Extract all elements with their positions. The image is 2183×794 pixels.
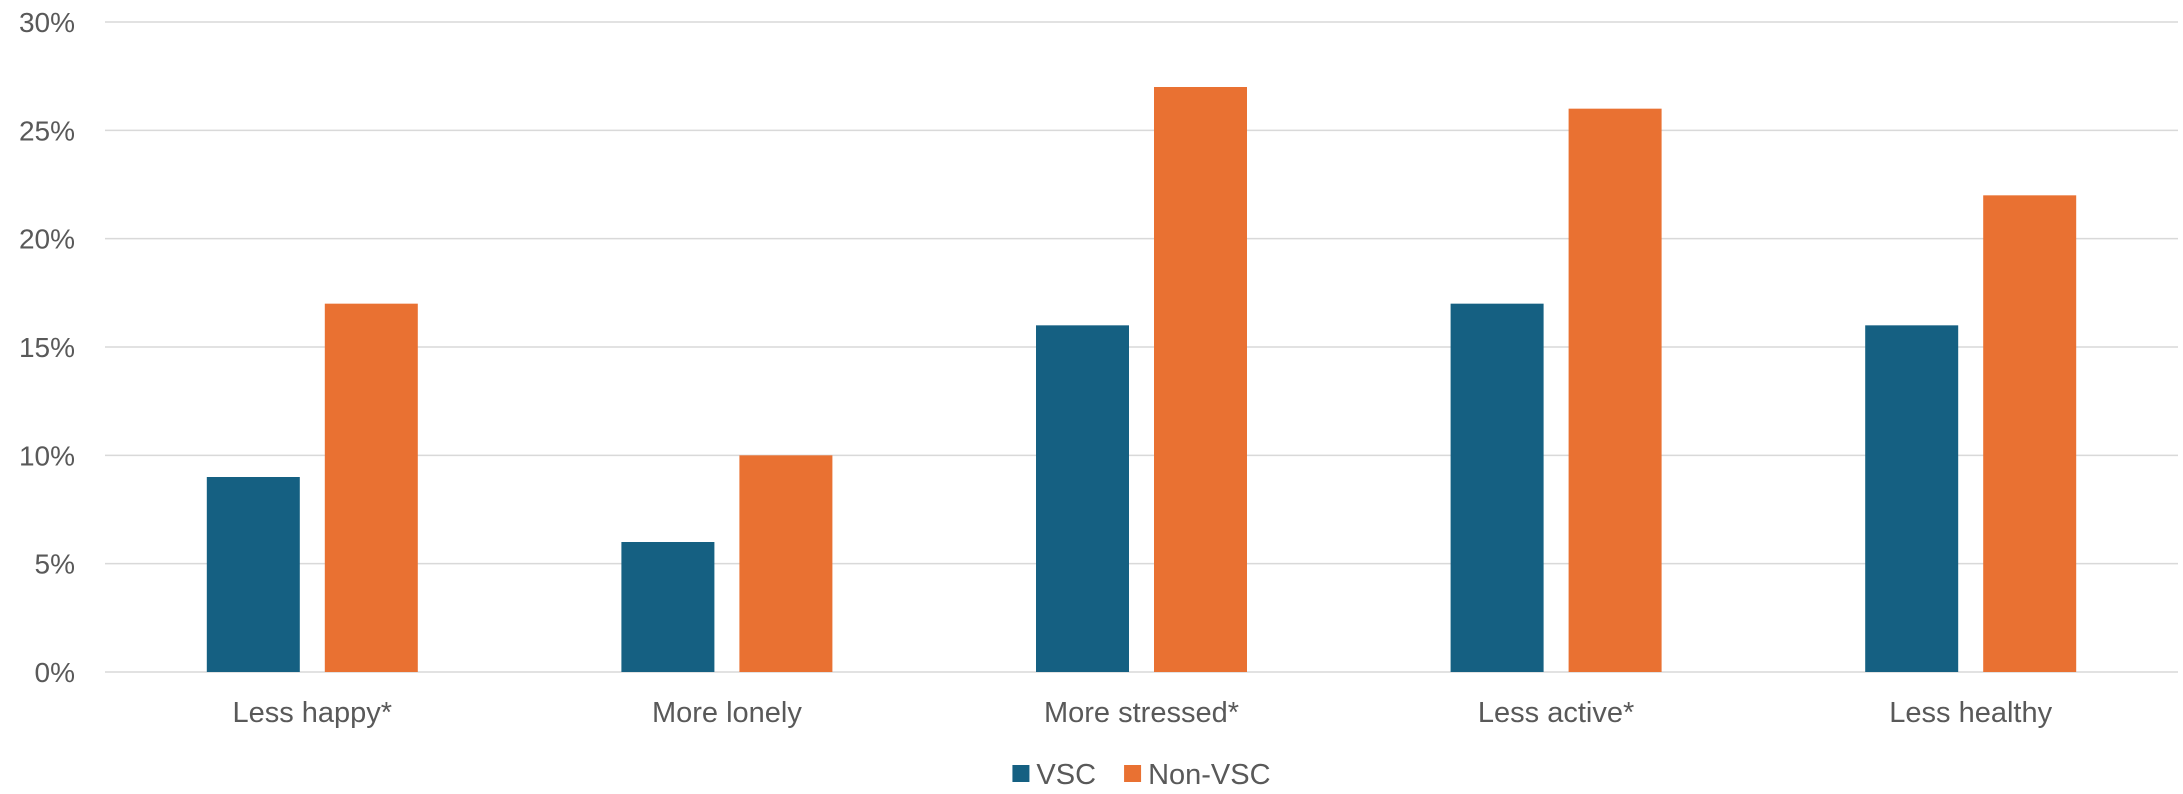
y-tick-label: 5% bbox=[35, 549, 75, 580]
bars bbox=[206, 87, 2077, 673]
x-category-label: Less healthy bbox=[1889, 697, 2052, 729]
legend-label: Non-VSC bbox=[1148, 759, 1271, 789]
bar-non-vsc-3 bbox=[1568, 108, 1662, 672]
bar-vsc-1 bbox=[621, 542, 715, 672]
legend-swatch-vsc bbox=[1012, 765, 1030, 782]
y-tick-label: 20% bbox=[19, 224, 75, 255]
x-category-label: Less active* bbox=[1478, 697, 1634, 729]
gridlines bbox=[105, 21, 2178, 673]
y-tick-label: 0% bbox=[35, 657, 75, 688]
y-tick-label: 25% bbox=[19, 115, 75, 146]
bar-vsc-3 bbox=[1450, 303, 1544, 672]
legend: VSC Non-VSC bbox=[1012, 759, 1271, 791]
bar-non-vsc-0 bbox=[324, 303, 418, 672]
bar-non-vsc-4 bbox=[1983, 195, 2077, 673]
x-category-label: More lonely bbox=[652, 697, 802, 729]
bar-non-vsc-1 bbox=[739, 455, 833, 672]
y-tick-label: 10% bbox=[19, 440, 75, 471]
x-category-label: More stressed* bbox=[1044, 697, 1239, 729]
x-axis-categories: Less happy* More lonely More stressed* Less… bbox=[232, 697, 2052, 729]
legend-swatch-non-vsc bbox=[1124, 765, 1142, 782]
bar-vsc-2 bbox=[1036, 325, 1129, 672]
bar-non-vsc-2 bbox=[1154, 87, 1247, 672]
y-tick-label: 30% bbox=[19, 7, 75, 38]
bar-vsc-4 bbox=[1865, 325, 1959, 672]
legend-label: VSC bbox=[1036, 759, 1096, 789]
y-tick-label: 15% bbox=[19, 332, 75, 363]
bar-vsc-0 bbox=[206, 477, 300, 672]
x-category-label: Less happy* bbox=[232, 697, 392, 729]
y-axis-ticks: 0% 5% 10% 15% 20% 25% 30% bbox=[19, 7, 75, 688]
